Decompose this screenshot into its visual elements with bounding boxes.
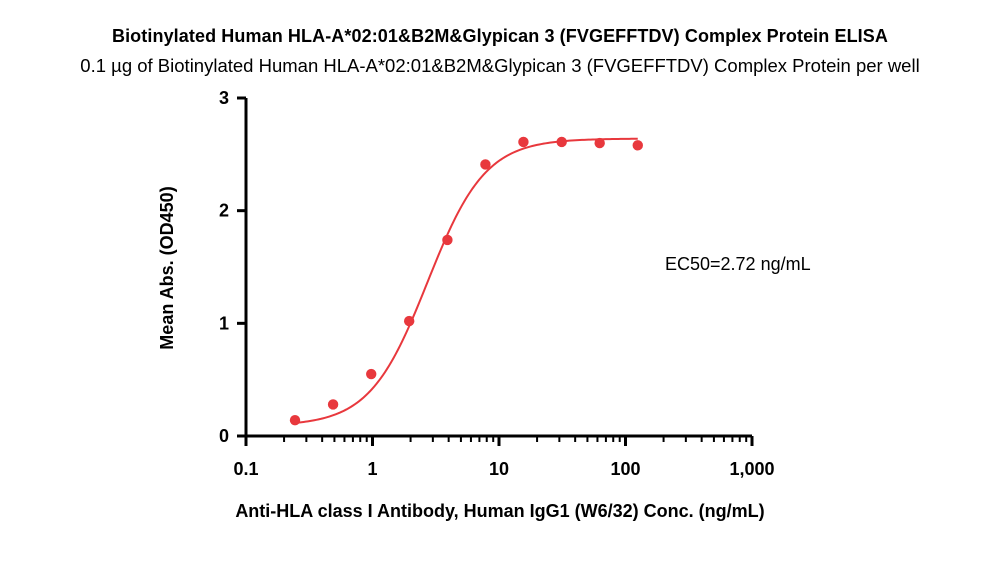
data-point — [442, 234, 453, 246]
data-point — [480, 159, 491, 170]
data-point — [327, 399, 339, 410]
ec50-annotation: EC50=2.72 ng/mL — [665, 254, 811, 274]
y-tick-label: 2 — [219, 201, 229, 221]
x-tick-label: 1,000 — [729, 459, 774, 479]
x-tick-label: 0.1 — [233, 459, 258, 479]
data-point — [366, 368, 377, 380]
chart-title: Biotinylated Human HLA-A*02:01&B2M&Glypi… — [111, 26, 888, 46]
x-axis-title: Anti-HLA class I Antibody, Human IgG1 (W… — [235, 501, 764, 521]
data-point — [403, 315, 415, 327]
data-point — [289, 415, 301, 426]
data-point — [556, 136, 567, 148]
data-point — [518, 136, 529, 148]
fit-curve — [294, 137, 638, 424]
x-axis: 0.1 1 10 100 1,000 — [233, 434, 775, 479]
y-ticks: 0 1 2 3 — [219, 88, 246, 446]
chart-subtitle: 0.1 µg of Biotinylated Human HLA-A*02:01… — [80, 55, 920, 76]
data-points — [289, 136, 643, 426]
data-point — [632, 140, 643, 151]
x-ticks: 0.1 1 10 100 1,000 — [233, 436, 775, 479]
x-tick-label: 100 — [610, 459, 640, 479]
y-tick-label: 0 — [219, 426, 229, 446]
x-tick-label: 10 — [489, 459, 509, 479]
y-axis-title: Mean Abs. (OD450) — [157, 186, 177, 349]
data-point — [594, 137, 605, 149]
y-tick-label: 1 — [219, 313, 229, 333]
y-axis: 0 1 2 3 — [219, 88, 248, 446]
x-tick-label: 1 — [367, 459, 377, 479]
y-tick-label: 3 — [219, 88, 229, 108]
